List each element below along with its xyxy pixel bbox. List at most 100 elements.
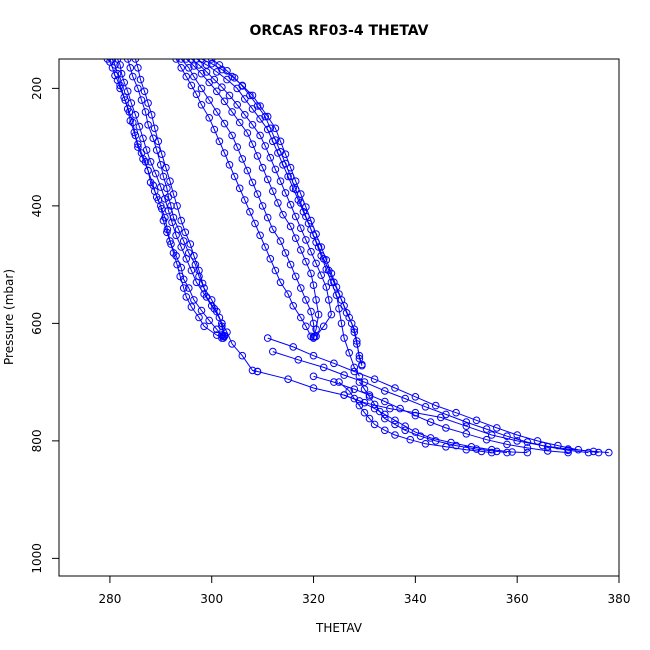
data-point (190, 252, 198, 260)
data-point (152, 146, 161, 154)
data-point (140, 87, 149, 96)
data-point (116, 61, 124, 69)
data-point (289, 302, 298, 310)
data-point (233, 143, 241, 151)
data-point (158, 150, 166, 158)
series-line (272, 351, 589, 454)
data-point (375, 407, 384, 416)
data-point (147, 111, 156, 119)
data-point (360, 385, 369, 394)
data-point (355, 401, 364, 410)
series-line (196, 59, 363, 365)
data-point (503, 448, 511, 457)
data-point (302, 322, 310, 331)
data-point (251, 219, 259, 228)
series-18 (355, 378, 511, 457)
data-point (157, 202, 165, 210)
data-point (291, 185, 300, 194)
data-point (274, 199, 282, 207)
data-point (253, 152, 262, 160)
data-point (192, 90, 201, 99)
data-point (258, 163, 267, 172)
data-point (123, 105, 132, 113)
data-point (284, 290, 292, 298)
data-point (317, 252, 326, 260)
data-point (365, 414, 374, 423)
x-tick-label: 300 (200, 592, 223, 606)
data-point (523, 444, 532, 452)
data-point (127, 99, 136, 107)
data-point (289, 343, 298, 351)
data-point (345, 387, 354, 395)
data-point (523, 438, 532, 446)
series-14 (263, 334, 603, 457)
data-point (281, 150, 290, 158)
data-point (241, 196, 249, 204)
data-point (462, 422, 471, 431)
data-point (271, 136, 280, 144)
data-point (253, 190, 262, 198)
data-point (266, 254, 275, 263)
data-point (302, 212, 310, 221)
data-point (319, 322, 328, 331)
data-point (355, 378, 364, 386)
data-point (177, 216, 185, 225)
data-point (261, 142, 270, 150)
data-point (205, 96, 213, 104)
series-line (267, 337, 599, 454)
data-point (179, 275, 188, 284)
data-point (163, 228, 171, 237)
data-point (126, 116, 135, 125)
data-point (411, 411, 420, 420)
data-point (154, 137, 163, 146)
data-point (195, 272, 203, 281)
data-point (263, 213, 272, 222)
data-point (523, 448, 532, 457)
data-point (487, 431, 496, 439)
data-point (248, 121, 257, 129)
data-point (248, 178, 257, 187)
data-point (309, 372, 318, 381)
data-point (350, 385, 359, 394)
data-point (181, 228, 190, 237)
data-point (230, 74, 239, 82)
data-point (263, 334, 272, 342)
data-point (263, 112, 272, 121)
data-point (243, 129, 252, 137)
data-point (129, 118, 137, 127)
data-point (297, 224, 305, 232)
data-point (381, 414, 389, 423)
series-2 (108, 59, 228, 342)
data-point (195, 266, 203, 275)
data-point (248, 366, 257, 375)
data-point (200, 284, 208, 292)
data-point (198, 279, 207, 288)
data-point (256, 115, 264, 123)
data-point (213, 87, 221, 96)
data-point (246, 91, 254, 100)
data-point (297, 246, 305, 254)
data-point (345, 349, 354, 357)
data-point (452, 408, 460, 417)
series-line (185, 59, 320, 338)
data-point (162, 163, 170, 172)
chart-title: ORCAS RF03-4 THETAV (249, 23, 428, 39)
data-point (159, 172, 168, 181)
data-point (276, 237, 285, 245)
data-point (253, 367, 262, 376)
data-point (317, 271, 326, 280)
data-point (161, 195, 169, 203)
data-point (350, 367, 359, 376)
data-point (207, 59, 216, 68)
data-point (442, 443, 450, 451)
data-point (195, 313, 203, 322)
series-line (257, 371, 609, 454)
data-point (322, 283, 331, 291)
data-point (297, 199, 305, 207)
y-tick-label: 400 (30, 194, 44, 217)
data-point (218, 319, 226, 328)
data-point (411, 428, 420, 436)
data-point (477, 447, 486, 456)
data-point (360, 408, 369, 417)
